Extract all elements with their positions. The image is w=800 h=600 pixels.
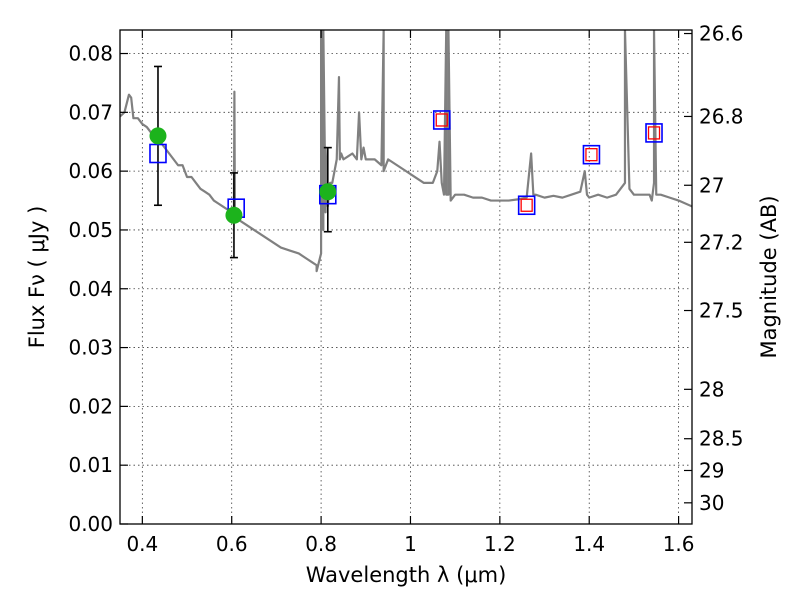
- y2-tick-label: 26.6: [699, 22, 744, 46]
- x-axis-title: Wavelength λ (μm): [306, 563, 507, 587]
- model-photometry-square: [645, 123, 663, 143]
- x-tick-label: 1.4: [573, 532, 605, 556]
- y2-axis-title: Magnitude (AB): [757, 195, 781, 358]
- x-tick-label: 0.4: [126, 532, 158, 556]
- model-photometry-square: [582, 144, 601, 165]
- synthetic-photometry-square: [647, 126, 661, 140]
- x-tick-label: 0.8: [305, 532, 337, 556]
- observed-flux-point: [319, 183, 337, 201]
- y-tick-label: 0.03: [68, 336, 113, 360]
- y-tick-label: 0.07: [68, 100, 113, 124]
- y2-tick-label: 29: [699, 458, 724, 482]
- x-tick-label: 1.2: [484, 532, 516, 556]
- y-tick-label: 0.05: [68, 218, 113, 242]
- y2-tick-label: 27.2: [699, 230, 744, 254]
- y-axis: 0.00 0.01 0.02 0.03 0.04 0.05 0.06 0.07 0.08: [68, 42, 128, 536]
- model-spectrum-line: [120, 30, 692, 273]
- y-tick-label: 0.00: [68, 512, 113, 536]
- y2-tick-label: 28.5: [699, 427, 744, 451]
- y2-tick-label: 27.5: [699, 299, 744, 323]
- x-tick-label: 1.6: [663, 532, 695, 556]
- y-tick-label: 0.01: [68, 453, 113, 477]
- model-photometry-square: [149, 143, 167, 164]
- y2-tick-label: 26.8: [699, 104, 744, 128]
- x-axis: 0.4 0.6 0.8 1 1.2 1.4 1.6: [126, 30, 695, 556]
- plot-background: [120, 30, 692, 524]
- x-tick-label: 1: [404, 532, 417, 556]
- y2-axis: 26.6 26.8 27 27.2 27.5 28 28.5 29 30: [684, 22, 744, 515]
- observed-flux-point: [149, 127, 167, 145]
- plot-frame: [119, 29, 693, 525]
- x-tick-label: 0.6: [216, 532, 248, 556]
- synthetic-photometry-square: [435, 113, 448, 127]
- model-photometry-square: [432, 110, 451, 130]
- data-marks: [149, 65, 663, 259]
- y-tick-label: 0.08: [68, 42, 113, 66]
- model-photometry-square: [517, 195, 536, 216]
- y-tick-label: 0.02: [68, 394, 113, 418]
- plot-content: [120, 30, 692, 273]
- synthetic-photometry-square: [520, 198, 533, 212]
- y-axis-title: Flux Fν ( μJy ): [25, 206, 49, 349]
- observed-flux-point: [225, 206, 243, 224]
- y2-tick-label: 28: [699, 377, 724, 401]
- y-tick-label: 0.06: [68, 159, 113, 183]
- y-tick-label: 0.04: [68, 277, 113, 301]
- y2-tick-label: 30: [699, 491, 724, 515]
- synthetic-photometry-square: [585, 148, 598, 162]
- y2-tick-label: 27: [699, 173, 724, 197]
